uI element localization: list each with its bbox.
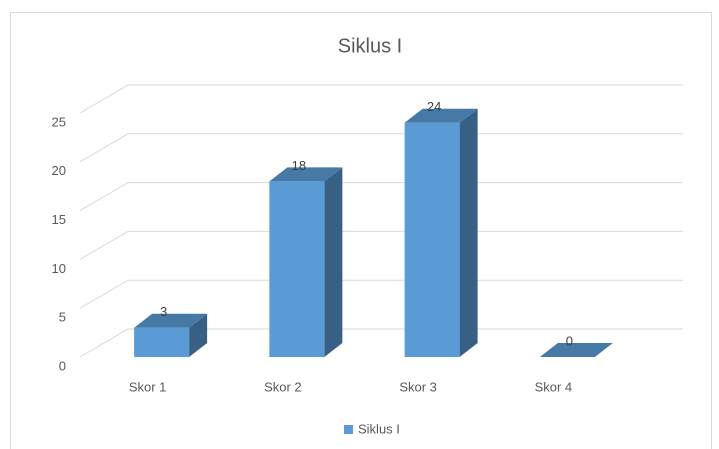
chart-title: Siklus I — [338, 35, 402, 57]
grid-line — [79, 230, 683, 260]
bar — [539, 343, 613, 357]
data-label: 3 — [160, 304, 167, 319]
grid-line — [79, 328, 683, 358]
data-label: 18 — [292, 158, 306, 173]
y-tick-label: 10 — [52, 261, 66, 276]
y-tick-label: 0 — [59, 358, 66, 373]
legend-swatch — [344, 425, 353, 434]
bar-front — [269, 181, 325, 357]
grid-line — [79, 84, 683, 114]
y-tick-label: 25 — [52, 114, 66, 129]
bar-top — [404, 108, 478, 123]
bar-side — [189, 313, 208, 357]
legend-label: Siklus I — [358, 421, 400, 436]
bar-top — [539, 343, 613, 357]
y-tick-label: 15 — [52, 212, 66, 227]
bar — [134, 313, 208, 357]
x-tick-label: Skor 3 — [399, 379, 437, 394]
chart-border — [10, 12, 712, 449]
y-tick-label: 5 — [59, 310, 66, 325]
data-label: 24 — [427, 99, 441, 114]
y-tick-label: 20 — [52, 163, 66, 178]
bar-front — [404, 122, 460, 357]
bar-top — [134, 313, 208, 328]
data-label: 0 — [566, 333, 573, 348]
grid-line — [79, 133, 683, 163]
bar-side — [459, 108, 478, 357]
grid-line — [79, 182, 683, 212]
bar-top — [269, 167, 343, 182]
bar — [404, 108, 478, 357]
bar-side — [324, 167, 343, 357]
x-tick-label: Skor 4 — [535, 379, 573, 394]
bar-front — [134, 327, 190, 357]
x-tick-label: Skor 2 — [264, 379, 302, 394]
grid-line — [79, 279, 683, 309]
bar — [269, 167, 343, 357]
x-tick-label: Skor 1 — [129, 379, 167, 394]
